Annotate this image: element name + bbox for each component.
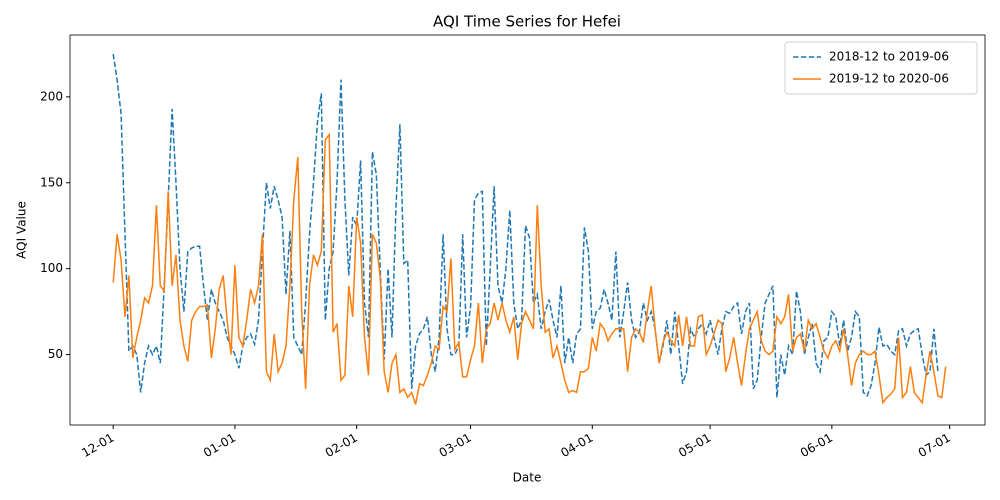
y-tick-label: 150 bbox=[40, 175, 63, 189]
x-tick-label: 01-01 bbox=[201, 431, 238, 461]
y-tick-label: 200 bbox=[40, 89, 63, 103]
x-tick-label: 04-01 bbox=[558, 431, 595, 461]
x-tick-label: 02-01 bbox=[323, 431, 360, 461]
legend-box bbox=[784, 41, 978, 95]
x-tick-label: 12-01 bbox=[79, 431, 116, 461]
x-tick-label: 07-01 bbox=[916, 431, 953, 461]
chart-title: AQI Time Series for Hefei bbox=[433, 13, 621, 31]
y-tick-label: 50 bbox=[48, 347, 63, 361]
series-line bbox=[112, 132, 947, 405]
x-tick-label: 06-01 bbox=[798, 431, 835, 461]
legend-label: 2019-12 to 2020-06 bbox=[829, 72, 949, 86]
y-tick-label: 100 bbox=[40, 261, 63, 275]
x-tick-label: 03-01 bbox=[437, 431, 474, 461]
x-tick-label: 05-01 bbox=[676, 431, 713, 461]
plot-frame bbox=[69, 34, 986, 426]
series-line bbox=[112, 53, 939, 398]
y-axis-label: AQI Value bbox=[15, 201, 29, 259]
legend-label: 2018-12 to 2019-06 bbox=[829, 50, 949, 64]
x-axis-label: Date bbox=[513, 471, 542, 485]
